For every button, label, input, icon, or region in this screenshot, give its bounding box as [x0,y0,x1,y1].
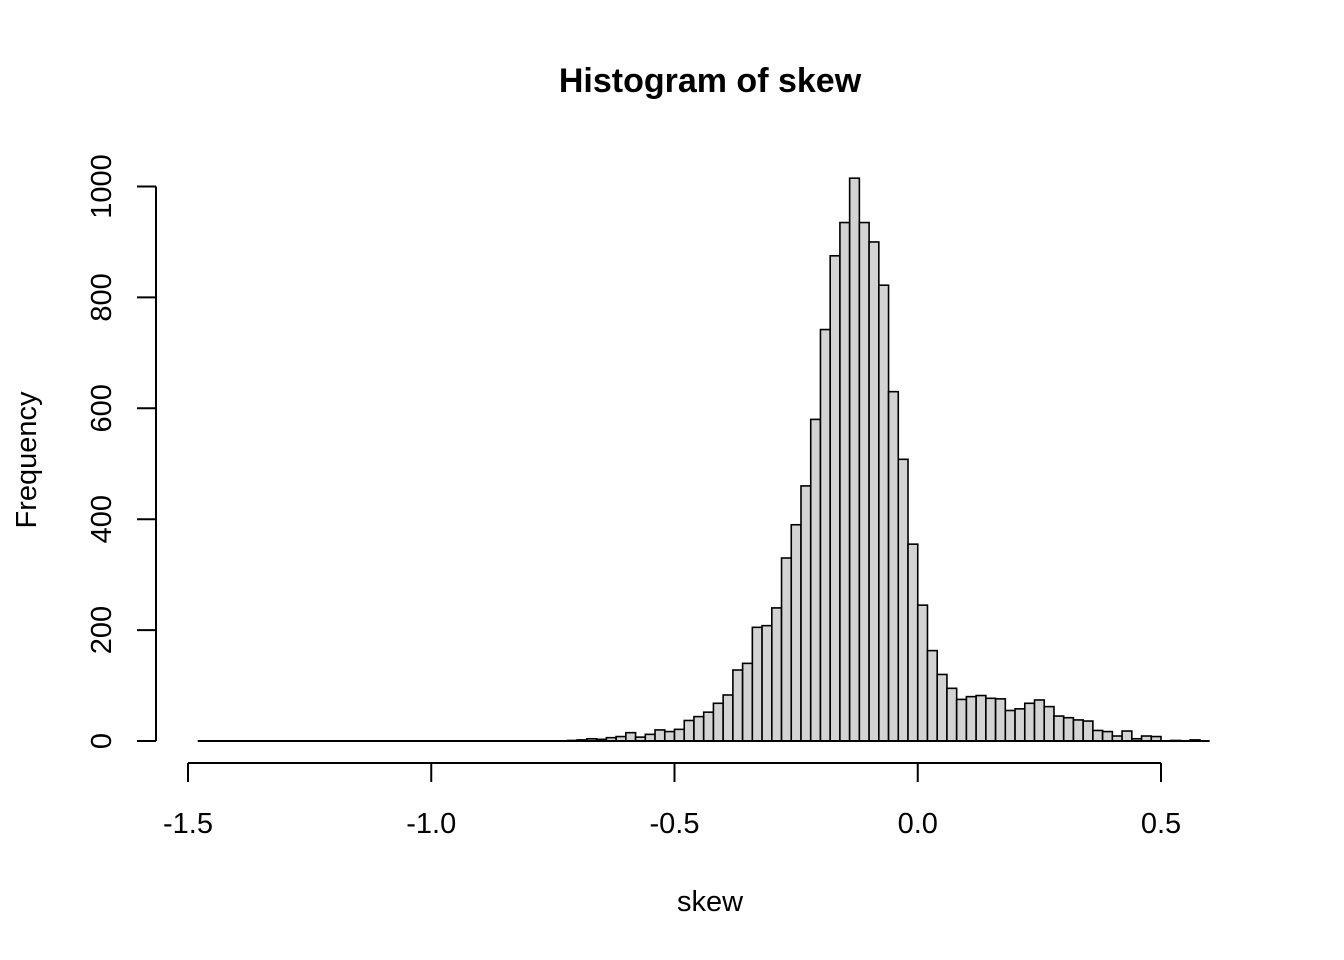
histogram-bar [663,730,676,742]
y-tick-label: 600 [86,384,118,432]
y-tick-label: 0 [86,733,118,749]
chart-title: Histogram of skew [559,62,862,100]
histogram-bar [848,177,861,742]
y-tick-label: 400 [86,495,118,543]
histogram-bar [1023,702,1036,742]
histogram-bar [897,458,909,742]
histogram-bar [946,687,958,742]
histogram-bar [780,557,793,742]
histogram-bar [985,697,997,742]
histogram-bar [819,328,831,742]
histogram-bar [683,719,695,742]
histogram-bar [809,418,822,742]
histogram-bar [1082,720,1094,742]
histogram-bar [712,702,724,742]
y-tick-label: 800 [86,273,118,321]
histogram-bar [916,604,929,742]
histogram-bar [1121,730,1133,742]
histogram-bar [965,695,977,742]
histogram-bar [722,694,734,742]
x-axis-label: skew [677,886,744,918]
histogram-bar [625,731,637,742]
histogram-bar [751,626,763,742]
histogram-bar [1101,730,1114,742]
histogram-bar [1004,709,1016,742]
x-tick-label: 0.5 [1141,808,1181,840]
histogram-bar [936,673,948,742]
y-tick-label: 200 [86,606,118,654]
histogram-bar [926,649,939,742]
y-axis-label: Frequency [11,391,43,529]
histogram-bar [800,485,812,742]
histogram-bar [1043,705,1055,742]
histogram-bar [1053,715,1065,742]
histogram-bar [907,543,919,742]
histogram-bar [955,698,968,742]
y-axis: 0 200 400 600 800 1000 [86,154,157,749]
histogram-bar [1092,729,1104,742]
histogram-bar [741,662,754,742]
x-tick-label: -1.5 [163,808,213,840]
histogram-bar [858,221,870,742]
histogram-bar [761,624,773,742]
histogram-bar [868,241,880,742]
histogram-bar [1014,708,1026,742]
x-tick-label: 0.0 [898,808,938,840]
histogram-bar [654,729,666,742]
y-tick-label: 1000 [86,154,118,219]
histogram-bars [566,177,1201,742]
histogram-bar [839,221,851,742]
histogram-bar [702,711,715,742]
histogram-bar [770,607,783,742]
histogram-bar [975,694,987,742]
histogram-bar [887,390,900,742]
histogram-bar [878,284,890,742]
histogram-bar [1062,716,1075,742]
histogram-bar [693,715,705,742]
histogram-bar [829,255,841,742]
histogram-bar [994,698,1007,742]
histogram-bar [1072,719,1084,742]
histogram-bar [790,523,802,742]
histogram-bar [732,669,744,742]
histogram-bar [1033,699,1046,742]
histogram-bar [673,728,686,742]
x-tick-label: -1.0 [406,808,456,840]
x-tick-label: -0.5 [650,808,700,840]
x-axis: -1.5 -1.0 -0.5 0.0 0.5 [163,762,1181,840]
